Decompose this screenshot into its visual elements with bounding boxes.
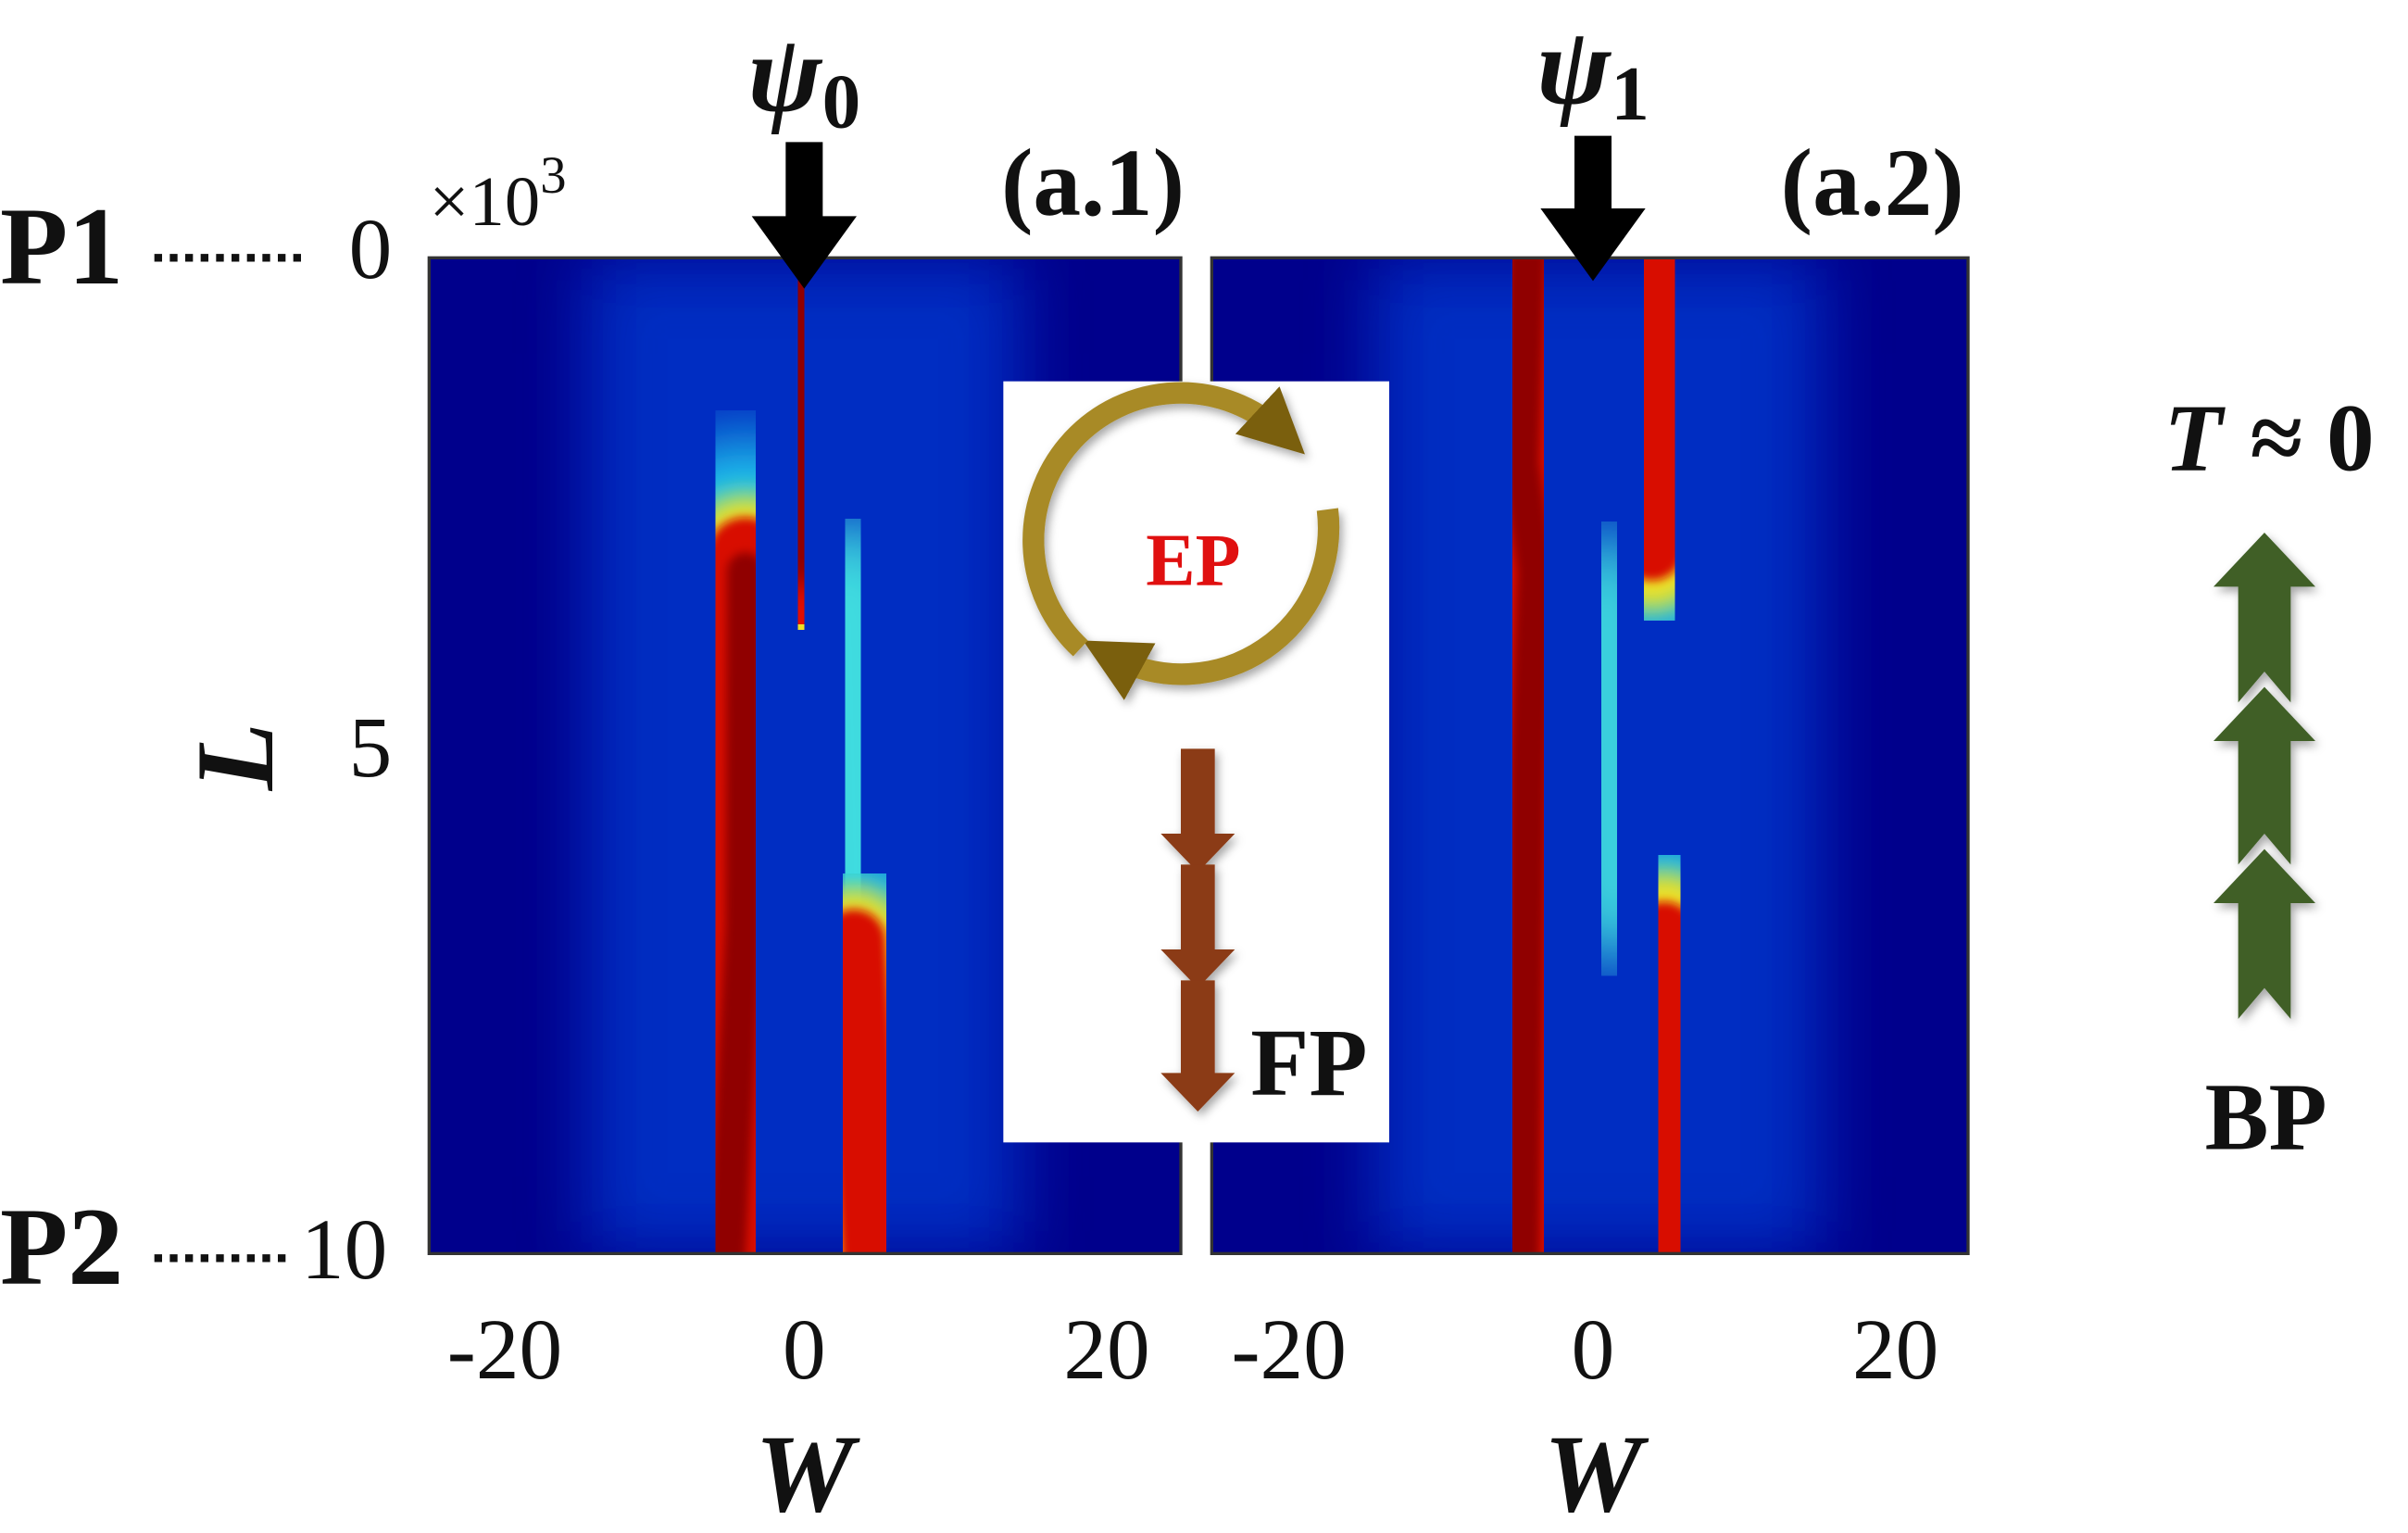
- side-top-label: T ≈ 0: [2163, 385, 2374, 491]
- x-tick-label: 0: [1572, 1302, 1615, 1398]
- y-tick-label: 0: [349, 202, 393, 297]
- y-tick-label: 5: [349, 700, 393, 796]
- y-axis-label: L: [173, 723, 296, 791]
- port-label: P1: [0, 184, 123, 308]
- inset-end-label: FP: [1250, 1011, 1367, 1116]
- x-tick-label: 20: [1063, 1302, 1149, 1398]
- panel-tag: (a.1): [1001, 131, 1185, 236]
- side-symbol: T: [2163, 385, 2226, 491]
- encircling-loop: [1022, 382, 1340, 700]
- x-axis-label: W: [1544, 1412, 1649, 1533]
- x-tick-label: -20: [1231, 1302, 1346, 1398]
- mode-label: ψ1: [1536, 4, 1649, 137]
- side-relation: ≈ 0: [2250, 385, 2374, 491]
- mode-label: ψ0: [747, 11, 860, 145]
- side-up-arrows: [2214, 533, 2315, 1019]
- inset-center-label: EP: [1146, 521, 1240, 602]
- input-arrow: [751, 142, 857, 289]
- mode-symbol: ψ: [747, 11, 822, 134]
- axis-scale: ×103: [429, 147, 566, 241]
- x-axis-label: W: [755, 1412, 860, 1533]
- port-label: P2: [0, 1185, 123, 1308]
- x-tick-label: 0: [783, 1302, 826, 1398]
- axis-scale-base: ×10: [429, 162, 540, 241]
- x-tick-label: 20: [1852, 1302, 1938, 1398]
- mode-subscript: 1: [1611, 52, 1649, 137]
- side-bottom-label: BP: [2205, 1064, 2327, 1170]
- inset-down-arrows: [1160, 748, 1235, 1112]
- y-tick-label: 10: [301, 1202, 387, 1298]
- panel-tag: (a.2): [1781, 131, 1964, 236]
- mode-symbol: ψ: [1536, 4, 1612, 127]
- axis-scale-exponent: 3: [540, 147, 566, 205]
- x-tick-label: -20: [447, 1302, 562, 1398]
- mode-subscript: 0: [822, 59, 861, 145]
